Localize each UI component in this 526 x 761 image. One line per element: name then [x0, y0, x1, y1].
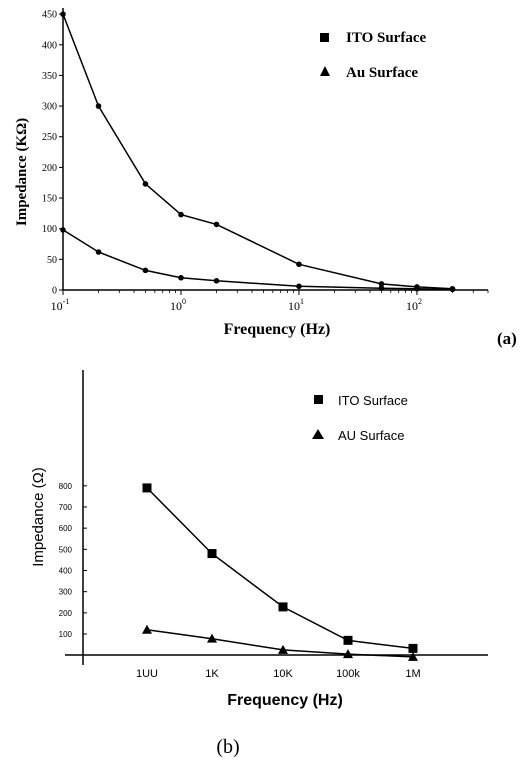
panel-a-data-point [60, 227, 66, 233]
panel-b-x-tick-label: 100k [336, 668, 360, 680]
panel-a-series-line-ito [62, 13, 453, 290]
panel-b-y-tick-label: 400 [59, 566, 73, 575]
panel-a-data-point [378, 285, 385, 291]
panel-b-triangle-point [408, 651, 418, 661]
panel-b-y-tick-label: 700 [59, 503, 73, 512]
panel-a-y-tick-label: 300 [42, 102, 57, 113]
panel-b-label: (b) [216, 736, 239, 758]
panel-a-legend-square-marker [320, 33, 329, 42]
panel-a-data-point [213, 278, 220, 284]
panel-a-y-tick-label: 200 [42, 163, 57, 174]
panel-b-square-point [207, 549, 217, 559]
panel-b-series-line-ito [146, 487, 414, 650]
panel-b-x-tick-label: 10K [273, 668, 293, 680]
panel-a-data-point [142, 181, 149, 187]
panel-a-y-tick-label: 0 [52, 286, 57, 297]
panel-b-legend-au-label: AU Surface [338, 428, 404, 443]
panel-b-y-tick-label: 200 [59, 609, 73, 618]
panel-b-legend: ITO Surface AU Surface [312, 393, 408, 443]
panel-a-data-point [378, 281, 385, 287]
panel-b-y-tick-label: 800 [59, 482, 73, 491]
panel-a-data-point [414, 285, 420, 292]
panel-a-data-point [60, 11, 66, 17]
panel-b-square-point [278, 602, 288, 612]
panel-a-y-tick-label: 100 [42, 224, 57, 235]
panel-a-x-axis-label: Frequency (Hz) [224, 321, 331, 338]
panel-b-triangle-point [207, 633, 217, 643]
panel-b-y-tick-label: 300 [59, 588, 73, 597]
panel-b-y-tick-label: 500 [59, 545, 73, 554]
panel-a-data-point [178, 211, 184, 218]
panel-a-legend-ito-label: ITO Surface [346, 30, 426, 46]
panel-a-legend-au-label: Au Surface [346, 65, 418, 81]
panel-a-data-point [213, 221, 220, 228]
panel-a-data-point [449, 286, 456, 293]
panel-a-x-tick-label: 10-1 [51, 297, 70, 313]
panel-a-chart: 0 50 100 150 200 250 300 350 400 450 10-1 100 101 10… [14, 8, 517, 348]
panel-a-x-tick-label: 102 [406, 297, 422, 313]
panel-a-y-tick-label: 450 [42, 10, 57, 21]
panel-b-square-point [142, 483, 152, 493]
panel-b-x-tick-label: 1UU [136, 668, 158, 680]
panel-a-legend: ITO Surface Au Surface [320, 30, 426, 81]
panel-b-x-axis-label: Frequency (Hz) [227, 692, 343, 709]
panel-b-square-point [343, 635, 353, 645]
panel-b-triangle-point [343, 649, 353, 659]
panel-a-y-tick-label: 250 [42, 132, 57, 143]
panel-a-y-tick-label: 50 [47, 255, 57, 266]
panel-a-x-tick-label: 101 [288, 297, 304, 313]
panel-a-data-point [142, 267, 149, 274]
panel-b-triangle-point [142, 624, 152, 634]
panel-a-legend-triangle-marker [320, 66, 330, 76]
panel-a-data-point [296, 283, 302, 290]
panel-b-square-point [408, 643, 418, 653]
panel-a-y-axis-label: Impedance (KΩ) [14, 118, 30, 226]
panel-a-data-point [95, 249, 102, 255]
panel-b-x-tick-label: 1M [405, 668, 420, 680]
panel-a-y-tick-label: 150 [42, 194, 57, 205]
panel-b-y-axis-label: Impedance (Ω) [30, 467, 47, 567]
panel-a-label: (a) [497, 329, 517, 348]
panel-b-legend-ito-label: ITO Surface [338, 393, 408, 408]
panel-a-data-point [296, 261, 302, 268]
panel-a-series-line-au [62, 229, 453, 291]
panel-b-y-tick-label: 100 [59, 630, 73, 639]
panel-a-x-tick-label: 100 [170, 297, 186, 313]
panel-b-legend-triangle-marker [312, 429, 324, 439]
panel-a-data-point [178, 274, 184, 281]
panel-b-legend-square-marker [314, 395, 323, 404]
panel-a-y-tick-label: 350 [42, 71, 57, 82]
panel-b-y-tick-label: 600 [59, 524, 73, 533]
panel-a-data-point [95, 103, 102, 109]
panel-b-triangle-point [278, 644, 288, 654]
panel-a-y-tick-label: 400 [42, 40, 57, 51]
panel-b-x-tick-label: 1K [205, 668, 219, 680]
